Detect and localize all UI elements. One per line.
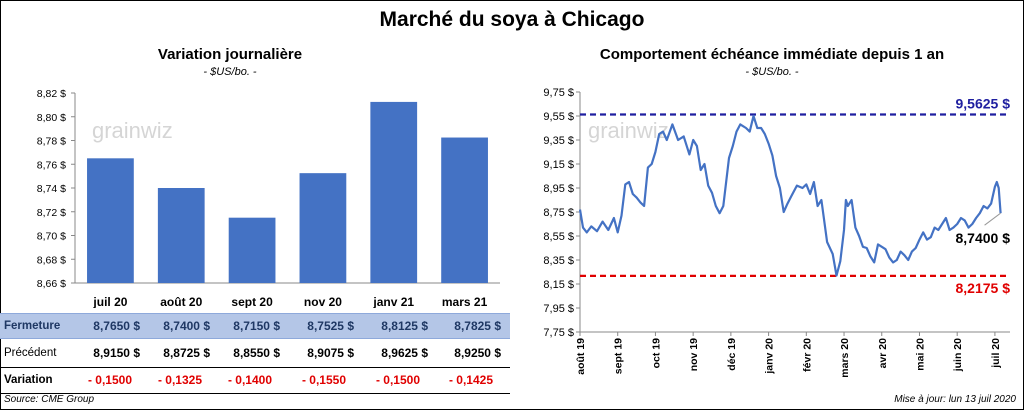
y-tick-label: 8,68 $ [37,254,66,266]
bar [299,173,347,283]
close-cell: 8,7825 $ [454,319,501,333]
y-tick-label: 8,35 $ [543,255,574,267]
variation-cell: - 0,1500 [375,373,420,387]
y-tick-label: 7,75 $ [543,327,574,339]
previous-cell: 8,8550 $ [233,346,280,360]
y-tick-label: 8,82 $ [37,88,66,100]
y-tick-label: 9,15 $ [543,159,574,171]
x-tick-label: oct 19 [650,338,662,369]
bar [441,137,488,283]
x-tick-label: juin 20 [952,338,964,372]
y-tick-label: 8,75 $ [543,207,574,219]
source-note: Source: CME Group [4,394,95,405]
x-tick-label: mars 21 [442,295,488,308]
last-value-leader [984,212,1001,226]
previous-row-label: Précédent [4,347,57,359]
x-tick-label: janv 20 [764,338,776,375]
close-row: Fermeture 8,7650 $ 8,7400 $ 8,7150 $ 8,7… [0,313,510,339]
y-tick-label: 7,95 $ [543,303,574,315]
x-tick-label: sept 20 [231,295,273,308]
x-tick-label: août 19 [575,338,587,375]
x-tick-label: janv 21 [372,295,414,308]
y-tick-label: 8,55 $ [543,231,574,243]
close-row-label: Fermeture [4,320,61,332]
variation-row: Variation - 0,1500 - 0,1325 - 0,1400 - 0… [0,367,510,393]
bar-panel-subtitle: - $US/bo. - [203,66,257,78]
bar [370,101,418,283]
low-reference-label: 8,2175 $ [956,280,1011,296]
close-cell: 8,7400 $ [163,319,210,333]
close-cell: 8,7150 $ [233,319,280,333]
line-panel-title: Comportement échéance immédiate depuis 1… [599,46,945,63]
y-tick-label: 8,80 $ [37,112,66,124]
y-tick-label: 9,55 $ [543,111,574,123]
variation-cell: - 0,1325 [157,373,202,387]
previous-cell: 8,9075 $ [307,346,354,360]
close-cell: 8,8125 $ [381,319,428,333]
y-tick-label: 9,75 $ [543,87,574,99]
x-tick-label: avr 20 [877,338,889,369]
y-tick-label: 8,66 $ [37,278,66,290]
variation-cell: - 0,1400 [227,373,272,387]
x-tick-label: nov 20 [304,295,342,308]
y-tick-label: 8,76 $ [37,159,66,171]
variation-cell: - 0,1550 [301,373,346,387]
previous-cell: 8,9625 $ [381,346,428,360]
variation-cell: - 0,1425 [448,373,493,387]
y-tick-label: 9,35 $ [543,135,574,147]
x-tick-label: mars 20 [839,338,851,378]
previous-cell: 8,9250 $ [454,346,501,360]
bar [157,188,205,283]
y-tick-label: 8,70 $ [37,231,66,243]
update-note: Mise à jour: lun 13 juil 2020 [894,394,1016,405]
x-tick-label: juil 20 [92,295,127,308]
bar [228,217,276,283]
variation-cell: - 0,1500 [87,373,132,387]
watermark-logo: grainwiz [92,118,173,143]
bar [87,158,134,283]
previous-cell: 8,8725 $ [163,346,210,360]
watermark-logo: grainwiz [588,118,669,143]
variation-row-label: Variation [4,374,53,386]
close-cell: 8,7525 $ [307,319,354,333]
bar-panel-title: Variation journalière [157,46,303,63]
x-tick-label: nov 19 [688,338,700,371]
y-tick-label: 8,95 $ [543,183,574,195]
table-divider [0,393,510,394]
x-tick-label: déc 19 [726,338,738,371]
x-tick-label: févr 20 [801,338,813,372]
bar-chart: grainwiz 8,66 $ 8,68 $ 8,70 $ 8,72 $ 8,74 $ 8,… [37,88,500,308]
previous-cell: 8,9150 $ [93,346,140,360]
high-reference-label: 9,5625 $ [956,96,1011,112]
previous-row: Précédent 8,9150 $ 8,8725 $ 8,8550 $ 8,9… [0,340,510,366]
y-tick-label: 8,78 $ [37,136,66,148]
main-title: Marché du soya à Chicago [379,8,645,31]
y-tick-label: 8,72 $ [37,207,66,219]
table-divider [0,367,510,368]
x-tick-label: mai 20 [914,338,926,371]
y-tick-label: 8,74 $ [37,183,66,195]
y-tick-label: 8,15 $ [543,279,574,291]
x-tick-label: sept 19 [613,338,625,374]
close-cell: 8,7650 $ [93,319,140,333]
price-line [578,114,1002,277]
last-value-label: 8,7400 $ [956,230,1011,246]
x-tick-label: juil 20 [990,338,1002,369]
line-chart: grainwiz 7,75 $ 7,95 $ 8,15 $ 8,35 $ 8,55 $ 8,… [543,87,1011,378]
line-panel-subtitle: - $US/bo. - [745,66,799,78]
x-tick-label: août 20 [160,295,202,308]
